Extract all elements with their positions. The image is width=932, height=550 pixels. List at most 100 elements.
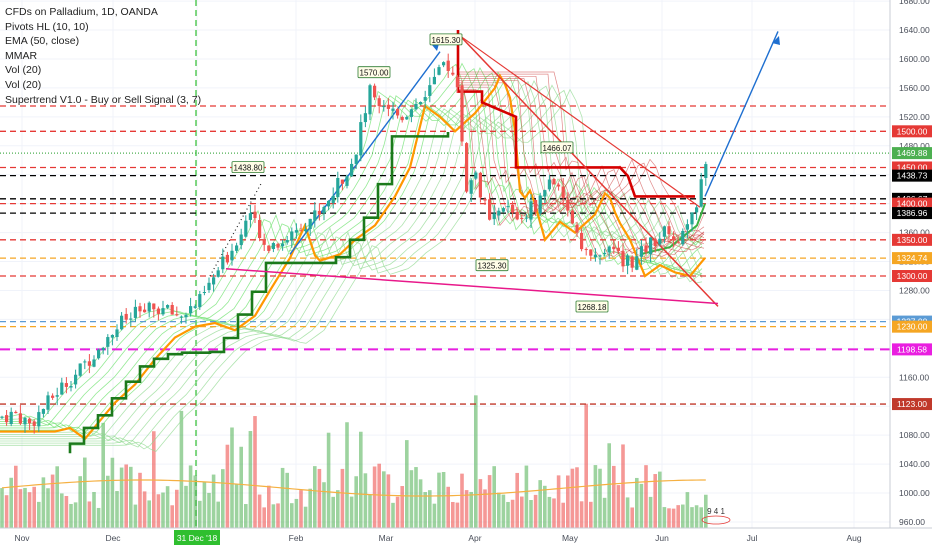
time-tick-label: Dec bbox=[105, 533, 121, 543]
volume-bar bbox=[253, 416, 257, 528]
price-axis-tag bbox=[892, 270, 932, 283]
price-axis-tag bbox=[892, 320, 932, 333]
volume-bar bbox=[313, 466, 317, 528]
footer-marker bbox=[701, 515, 731, 525]
volume-bar bbox=[271, 504, 276, 528]
candle-down bbox=[14, 411, 18, 414]
candle-up bbox=[106, 337, 110, 347]
volume-bar bbox=[644, 465, 648, 528]
volume-bar bbox=[359, 431, 363, 528]
volume-bar bbox=[230, 427, 234, 528]
candle-up bbox=[41, 408, 45, 414]
candle-up bbox=[207, 282, 211, 291]
candle-up bbox=[271, 243, 275, 250]
legend-ema[interactable]: EMA (50, close) bbox=[5, 35, 80, 48]
candle-up bbox=[658, 238, 662, 245]
volume-bar bbox=[124, 464, 128, 528]
candle-up bbox=[506, 206, 510, 208]
volume-bar bbox=[60, 493, 64, 528]
candle-up bbox=[322, 206, 326, 214]
candle-up bbox=[37, 412, 41, 427]
volume-bar bbox=[418, 479, 423, 528]
volume-bar bbox=[0, 488, 4, 528]
volume-bar bbox=[621, 444, 625, 528]
price-tick-label: 1600.00 bbox=[899, 54, 930, 64]
pivot-label: 1466.07 bbox=[543, 144, 572, 153]
candle-up bbox=[216, 270, 220, 277]
candle-up bbox=[285, 239, 289, 243]
candle-up bbox=[129, 318, 133, 320]
volume-bar bbox=[405, 440, 409, 528]
legend-vol-1[interactable]: Vol (20) bbox=[5, 64, 42, 77]
candle-up bbox=[304, 229, 308, 232]
candle-down bbox=[653, 239, 657, 246]
candle-up bbox=[294, 230, 298, 233]
ribbon-red-line bbox=[458, 84, 705, 256]
volume-bar bbox=[290, 503, 294, 528]
candle-up bbox=[202, 292, 206, 294]
volume-bar bbox=[515, 472, 519, 528]
legend-supertrend[interactable]: Supertrend V1.0 - Buy or Sell Signal (3,… bbox=[5, 93, 202, 106]
price-axis[interactable]: 960.001000.001040.001080.001120.001160.0… bbox=[889, 0, 932, 550]
volume-bar bbox=[584, 403, 588, 528]
volume-bar bbox=[630, 507, 634, 528]
time-tick-label: Apr bbox=[468, 533, 481, 543]
price-axis-tag-label: 1500.00 bbox=[897, 126, 928, 136]
candle-down bbox=[446, 60, 450, 71]
candle-up bbox=[469, 180, 473, 194]
candle-up bbox=[428, 85, 432, 96]
legend-vol-2[interactable]: Vol (20) bbox=[5, 78, 42, 91]
volume-bar bbox=[464, 490, 469, 528]
candle-up bbox=[290, 231, 294, 241]
candle-up bbox=[409, 109, 413, 117]
candle-down bbox=[262, 239, 266, 245]
price-tick-label: 1360.00 bbox=[899, 228, 930, 238]
projection-arrow bbox=[704, 31, 779, 197]
candle-down bbox=[552, 178, 556, 185]
candle-down bbox=[225, 254, 229, 263]
candle-up bbox=[248, 213, 252, 220]
candle-up bbox=[147, 302, 151, 312]
volume-bar bbox=[216, 501, 220, 528]
candle-up bbox=[230, 250, 234, 261]
volume-bar bbox=[579, 501, 584, 528]
legend-mmar[interactable]: MMAR bbox=[5, 49, 38, 62]
candle-up bbox=[308, 218, 312, 230]
volume-bar bbox=[299, 490, 303, 528]
volume-bar bbox=[648, 496, 653, 528]
volume-bar bbox=[694, 505, 699, 528]
candle-up bbox=[313, 210, 317, 221]
candle-down bbox=[520, 218, 524, 220]
volume-bar bbox=[211, 474, 216, 528]
candle-up bbox=[115, 329, 119, 338]
candle-down bbox=[515, 211, 519, 220]
candle-up bbox=[345, 176, 349, 186]
candle-down bbox=[561, 186, 565, 198]
volume-bar bbox=[308, 488, 312, 528]
legend-symbol[interactable]: CFDs on Palladium, 1D, OANDA bbox=[5, 6, 158, 18]
price-tick-label: 1160.00 bbox=[899, 372, 929, 382]
volume-bar bbox=[336, 490, 340, 528]
candle-up bbox=[166, 305, 170, 308]
candle-up bbox=[368, 85, 372, 115]
grid bbox=[0, 0, 890, 528]
candle-up bbox=[382, 106, 386, 108]
volume-bar bbox=[92, 491, 96, 528]
volume-bar bbox=[345, 422, 349, 528]
candle-up bbox=[626, 255, 630, 266]
volume-bar bbox=[234, 484, 239, 528]
candle-down bbox=[377, 98, 381, 107]
price-tick-label: 1280.00 bbox=[899, 285, 930, 295]
candle-up bbox=[437, 67, 441, 75]
volume-bar bbox=[510, 499, 515, 528]
volume-bar bbox=[147, 500, 151, 528]
date-marker-tag bbox=[174, 530, 220, 545]
candle-down bbox=[152, 303, 156, 310]
candle-up bbox=[639, 246, 643, 257]
price-axis-tag bbox=[892, 125, 932, 138]
legend-pivots[interactable]: Pivots HL (10, 10) bbox=[5, 20, 89, 33]
volume-bar bbox=[142, 491, 147, 528]
volume-bar bbox=[322, 482, 326, 528]
mma-ribbon bbox=[0, 62, 705, 452]
time-axis[interactable]: Nov Dec 31 Dec '18 Feb Mar Apr May Jun Jul Aug bbox=[0, 527, 932, 545]
